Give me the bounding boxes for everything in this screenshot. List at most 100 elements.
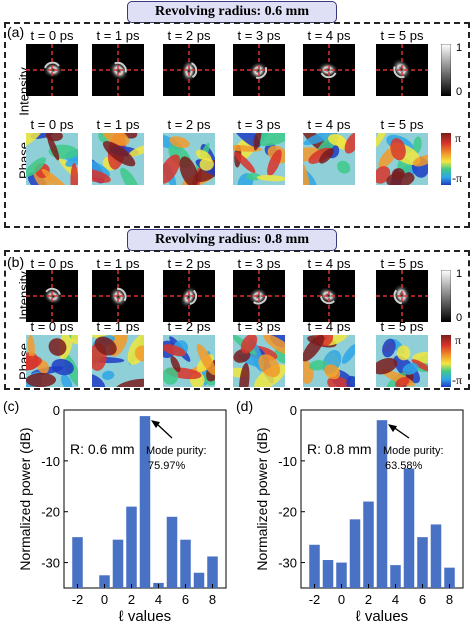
radius-title-b: Revolving radius: 0.8 mm <box>127 229 337 251</box>
bar <box>430 524 442 588</box>
intensity-image <box>163 270 215 322</box>
time-label-intensity: t = 3 ps <box>237 256 281 271</box>
annotation-radius: R: 0.8 mm <box>307 441 372 457</box>
intensity-image <box>26 44 78 96</box>
time-label-phase: t = 4 ps <box>307 117 351 132</box>
x-tick-label: 8 <box>446 592 453 607</box>
intensity-image <box>92 270 144 322</box>
bar <box>166 516 178 588</box>
bar <box>376 420 388 588</box>
bar <box>403 468 415 588</box>
intensity-colorbar <box>440 269 452 327</box>
time-label-intensity: t = 1 ps <box>96 28 140 43</box>
time-label-intensity: t = 4 ps <box>307 256 351 271</box>
phase-image <box>290 128 361 202</box>
intensity-image <box>376 44 428 96</box>
phase-image <box>76 126 153 196</box>
intensity-image <box>163 44 215 96</box>
intensity-image <box>303 270 355 322</box>
bar <box>193 572 205 588</box>
bar <box>349 519 361 588</box>
x-tick-label: 6 <box>182 592 189 607</box>
x-tick-label: 6 <box>419 592 426 607</box>
time-label-phase: t = 0 ps <box>30 117 74 132</box>
x-tick-label: 2 <box>365 592 372 607</box>
x-tick-label: 8 <box>209 592 216 607</box>
annotation-purity-label: Mode purity: <box>383 445 444 457</box>
intensity-image <box>92 44 144 96</box>
bar <box>207 556 218 588</box>
bar <box>72 537 83 588</box>
panel-a-frame <box>4 22 470 228</box>
time-label-phase: t = 0 ps <box>30 319 74 334</box>
bar <box>99 575 110 588</box>
time-label-intensity: t = 5 ps <box>380 256 424 271</box>
time-label-phase: t = 5 ps <box>380 319 424 334</box>
phase-image <box>373 119 434 193</box>
annotation-purity-label: Mode purity: <box>146 445 207 457</box>
panel-label-c: (c) <box>3 398 20 414</box>
time-label-phase: t = 4 ps <box>307 319 351 334</box>
time-label-phase: t = 2 ps <box>167 319 211 334</box>
time-label-intensity: t = 4 ps <box>307 28 351 43</box>
time-label-phase: t = 5 ps <box>380 117 424 132</box>
panel-b-frame <box>4 250 470 390</box>
bar <box>444 567 455 588</box>
y-tick-label: -10 <box>41 454 60 469</box>
x-tick-label: 4 <box>155 592 162 607</box>
y-tick-label: -10 <box>278 454 297 469</box>
bar <box>363 501 374 588</box>
time-label-intensity: t = 1 ps <box>96 256 140 271</box>
time-label-intensity: t = 2 ps <box>167 28 211 43</box>
intensity-colorbar <box>440 43 452 101</box>
bar <box>390 565 401 588</box>
y-tick-label: 0 <box>53 403 60 418</box>
bar <box>309 544 320 588</box>
x-tick-label: 4 <box>392 592 399 607</box>
annotation-radius: R: 0.6 mm <box>70 441 135 457</box>
radius-title-a: Revolving radius: 0.6 mm <box>127 1 337 23</box>
phase-colorbar <box>441 335 451 392</box>
x-tick-label: 0 <box>101 592 108 607</box>
annotation-purity-value: 63.58% <box>385 460 423 472</box>
y-tick-label: -20 <box>41 505 60 520</box>
phase-colorbar-min: -π <box>452 171 463 185</box>
intensity-image <box>233 44 285 96</box>
y-axis-label: Normalized power (dB) <box>17 427 33 570</box>
phase-image <box>158 335 223 388</box>
x-tick-label: 0 <box>338 592 345 607</box>
intensity-image <box>376 270 428 322</box>
phase-colorbar-max: π <box>455 333 462 347</box>
time-label-phase: t = 3 ps <box>237 319 281 334</box>
intensity-image <box>233 270 285 322</box>
x-tick-label: 2 <box>128 592 135 607</box>
bar <box>417 537 428 588</box>
phase-image <box>11 123 88 202</box>
time-label-intensity: t = 0 ps <box>30 28 74 43</box>
intensity-image <box>303 44 355 96</box>
time-label-phase: t = 1 ps <box>96 117 140 132</box>
bar <box>180 539 191 588</box>
bar <box>139 416 151 588</box>
x-axis-label: ℓ values <box>356 608 408 625</box>
phase-colorbar-min: -π <box>452 373 463 387</box>
x-tick-label: -2 <box>72 592 84 607</box>
bar <box>322 560 334 588</box>
phase-colorbar <box>441 133 451 190</box>
time-label-phase: t = 2 ps <box>167 117 211 132</box>
x-axis-label: ℓ values <box>119 608 171 625</box>
phase-image <box>228 329 294 402</box>
phase-image <box>298 327 358 396</box>
panel-label-a: (a) <box>7 24 25 40</box>
phase-image <box>11 326 86 402</box>
intensity-colorbar-max: 1 <box>456 42 463 54</box>
time-label-intensity: t = 3 ps <box>237 28 281 43</box>
intensity-colorbar-min: 0 <box>456 312 463 324</box>
y-tick-label: -30 <box>41 556 60 571</box>
time-label-intensity: t = 2 ps <box>167 256 211 271</box>
y-tick-label: -20 <box>278 505 297 520</box>
phase-image <box>145 132 228 199</box>
phase-image <box>222 118 292 192</box>
